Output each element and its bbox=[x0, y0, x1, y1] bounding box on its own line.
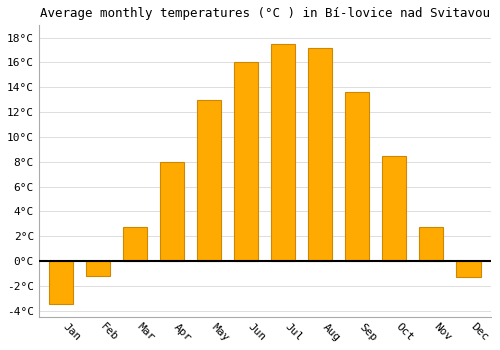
Bar bbox=[234, 63, 258, 261]
Bar bbox=[197, 100, 221, 261]
Bar bbox=[382, 155, 406, 261]
Bar bbox=[346, 92, 370, 261]
Bar bbox=[456, 261, 480, 277]
Title: Average monthly temperatures (°C ) in Bí-lovice nad Svitavou: Average monthly temperatures (°C ) in Bí… bbox=[40, 7, 490, 20]
Bar bbox=[49, 261, 73, 304]
Bar bbox=[420, 228, 444, 261]
Bar bbox=[271, 44, 295, 261]
Bar bbox=[160, 162, 184, 261]
Bar bbox=[86, 261, 110, 276]
Bar bbox=[123, 228, 147, 261]
Bar bbox=[308, 48, 332, 261]
